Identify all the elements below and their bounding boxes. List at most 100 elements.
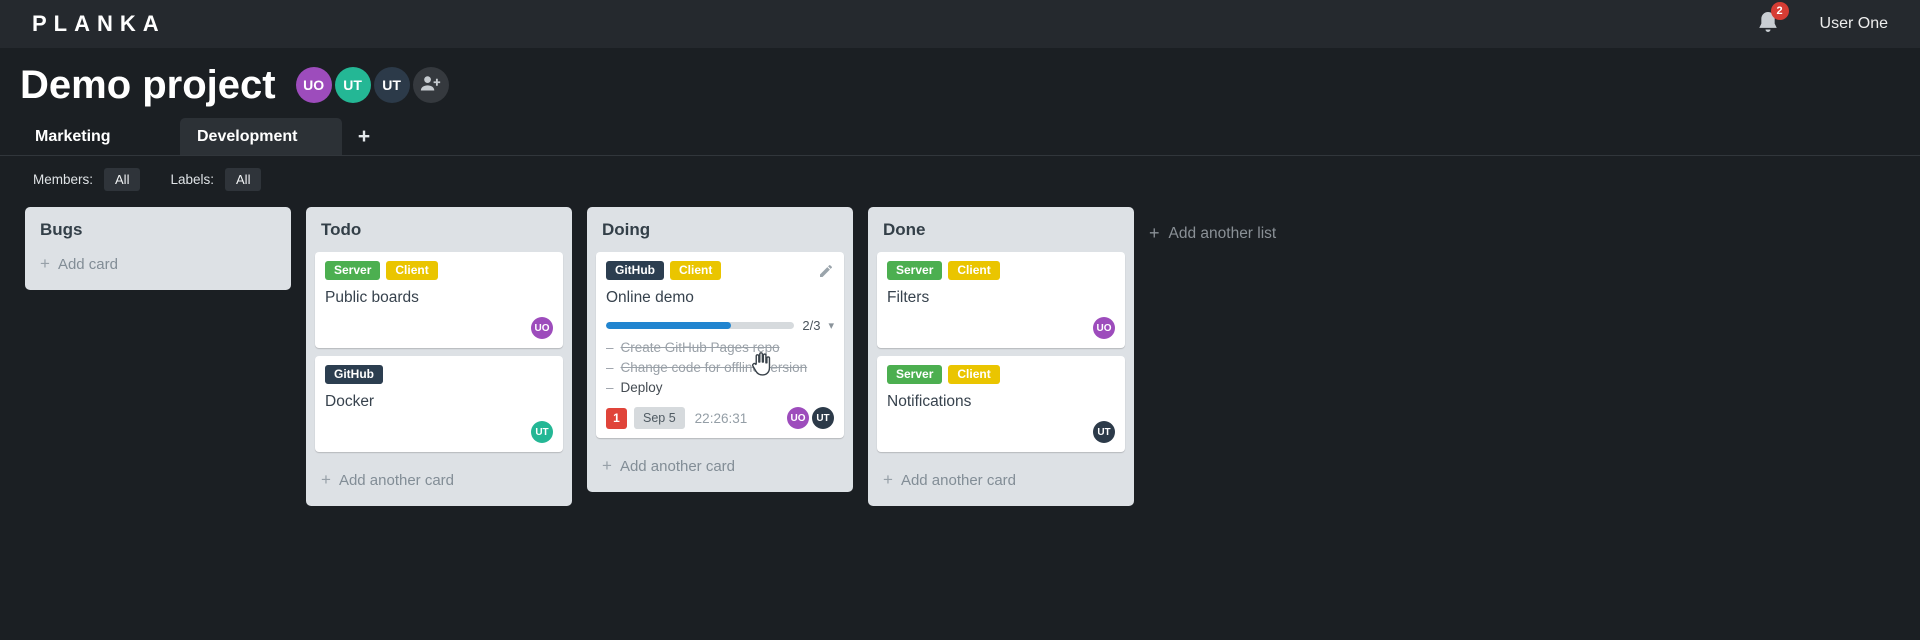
board: Bugs + Add card Todo Server Client Publi… <box>0 191 1920 506</box>
list-todo: Todo Server Client Public boards UO GitH… <box>306 207 572 506</box>
list-title[interactable]: Bugs <box>40 220 83 239</box>
add-card-button[interactable]: + Add another card <box>868 460 1134 502</box>
members-filter: Members: All <box>33 168 141 191</box>
add-card-label: Add another card <box>619 457 736 475</box>
label-client: Client <box>948 261 1000 280</box>
labels-filter-label: Labels: <box>170 172 215 187</box>
card-public-boards[interactable]: Server Client Public boards UO <box>315 252 563 348</box>
list-title[interactable]: Todo <box>321 220 362 239</box>
tasks-progress: 2/3 ▾ <box>606 318 834 333</box>
project-members: UO UT UT <box>295 67 449 103</box>
card-members: UT <box>887 421 1115 443</box>
label-client: Client <box>948 365 1000 384</box>
plus-icon: + <box>321 470 331 489</box>
avatar: UT <box>531 421 553 443</box>
task-item: – Create GitHub Pages repo <box>606 338 834 358</box>
card-notifications-badge: 1 <box>606 407 627 429</box>
dash-icon: – <box>606 360 614 375</box>
list-done: Done Server Client Filters UO Server Cli… <box>868 207 1134 506</box>
user-menu[interactable]: User One <box>1819 15 1888 32</box>
task-item: – Change code for offline version <box>606 358 834 378</box>
card-title: Notifications <box>887 393 972 410</box>
avatar: UT <box>1093 421 1115 443</box>
label-github: GitHub <box>606 261 664 280</box>
plus-icon: + <box>357 124 371 148</box>
card-filters[interactable]: Server Client Filters UO <box>877 252 1125 348</box>
avatar[interactable]: UT <box>373 67 410 103</box>
list-title[interactable]: Done <box>883 220 926 239</box>
bell-icon <box>1758 11 1778 37</box>
tab-marketing[interactable]: Marketing <box>35 127 111 145</box>
label-server: Server <box>325 261 381 280</box>
card-meta: 1 Sep 5 22:26:31 UO UT <box>606 407 834 429</box>
card-notifications[interactable]: Server Client Notifications UT <box>877 356 1125 452</box>
planka-logo[interactable]: PLANKA <box>32 11 166 36</box>
card-members: UO UT <box>787 407 834 429</box>
labels-row: Server Client <box>887 365 1115 384</box>
notifications-button[interactable]: 2 <box>1758 1 1789 38</box>
card-members: UO <box>325 317 553 339</box>
add-card-button[interactable]: + Add card <box>25 244 291 286</box>
card-title: Public boards <box>325 289 419 306</box>
add-card-label: Add another card <box>900 471 1017 489</box>
add-board-button[interactable]: + <box>342 118 386 155</box>
add-list-button[interactable]: + Add another list <box>1149 223 1276 244</box>
project-header: Demo project UO UT UT <box>0 48 1920 108</box>
label-client: Client <box>386 261 438 280</box>
person-plus-icon <box>420 74 441 97</box>
avatar: UO <box>787 407 809 429</box>
dash-icon: – <box>606 340 614 355</box>
task-text: Create GitHub Pages repo <box>620 340 780 355</box>
avatar[interactable]: UO <box>295 67 332 103</box>
progress-bar <box>606 322 795 329</box>
label-client: Client <box>670 261 722 280</box>
chevron-down-icon[interactable]: ▾ <box>828 320 834 332</box>
task-text: Change code for offline version <box>620 360 808 375</box>
edit-card-button[interactable] <box>818 261 834 279</box>
plus-icon: + <box>40 254 50 273</box>
members-filter-value[interactable]: All <box>104 168 141 191</box>
labels-row: Server Client <box>887 261 1115 280</box>
list-title[interactable]: Doing <box>602 220 651 239</box>
label-server: Server <box>887 365 943 384</box>
labels-filter-value[interactable]: All <box>225 168 262 191</box>
progress-count: 2/3 <box>802 318 821 333</box>
add-member-button[interactable] <box>412 67 449 103</box>
list-bugs: Bugs + Add card <box>25 207 291 290</box>
labels-row: Server Client <box>325 261 553 280</box>
top-bar: PLANKA 2 User One <box>0 0 1920 48</box>
labels-row: GitHub Client <box>606 261 834 280</box>
avatar: UT <box>812 407 834 429</box>
labels-filter: Labels: All <box>170 168 262 191</box>
card-docker[interactable]: GitHub Docker UT <box>315 356 563 452</box>
project-title[interactable]: Demo project <box>20 63 276 107</box>
label-server: Server <box>887 261 943 280</box>
task-text: Deploy <box>620 380 663 395</box>
add-card-label: Add another card <box>338 471 455 489</box>
plus-icon: + <box>602 456 612 475</box>
card-members: UT <box>325 421 553 443</box>
add-card-button[interactable]: + Add another card <box>587 446 853 488</box>
plus-icon: + <box>883 470 893 489</box>
avatar[interactable]: UT <box>334 67 371 103</box>
avatar: UO <box>531 317 553 339</box>
tab-development[interactable]: Development <box>180 118 342 155</box>
label-github: GitHub <box>325 365 383 384</box>
add-list-label: Add another list <box>1168 224 1277 242</box>
members-filter-label: Members: <box>33 172 94 187</box>
add-card-label: Add card <box>57 255 118 273</box>
task-item: – Deploy <box>606 378 834 398</box>
add-card-button[interactable]: + Add another card <box>306 460 572 502</box>
stopwatch-timer[interactable]: 22:26:31 <box>694 410 748 426</box>
card-members: UO <box>887 317 1115 339</box>
board-tabs: Marketing Development + <box>0 118 1920 156</box>
notification-count-badge: 2 <box>1770 1 1789 20</box>
labels-row: GitHub <box>325 365 553 384</box>
card-online-demo[interactable]: GitHub Client Online demo 2/3 ▾ – Create… <box>596 252 844 438</box>
card-title: Filters <box>887 289 930 306</box>
avatar: UO <box>1093 317 1115 339</box>
list-doing: Doing GitHub Client Online demo 2/3 ▾ <box>587 207 853 492</box>
dash-icon: – <box>606 380 614 395</box>
card-title: Online demo <box>606 289 694 306</box>
due-date-badge[interactable]: Sep 5 <box>634 407 685 429</box>
